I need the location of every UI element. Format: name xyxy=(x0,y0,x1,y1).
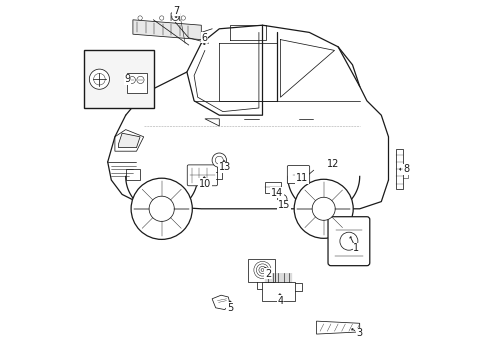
Text: 13: 13 xyxy=(218,162,230,172)
Text: 6: 6 xyxy=(202,33,207,43)
Circle shape xyxy=(277,194,286,204)
Text: 12: 12 xyxy=(326,159,338,169)
Text: 14: 14 xyxy=(270,188,283,198)
Polygon shape xyxy=(125,169,140,180)
Circle shape xyxy=(128,76,135,84)
Text: 4: 4 xyxy=(277,296,283,306)
FancyBboxPatch shape xyxy=(327,217,369,266)
Text: 8: 8 xyxy=(403,164,409,174)
Circle shape xyxy=(171,13,179,21)
Circle shape xyxy=(89,69,109,89)
Bar xyxy=(265,182,281,193)
Text: 7: 7 xyxy=(173,6,179,16)
Polygon shape xyxy=(316,321,359,334)
Text: 5: 5 xyxy=(226,303,233,313)
Circle shape xyxy=(138,16,142,20)
Text: 3: 3 xyxy=(356,328,362,338)
Bar xyxy=(247,259,275,282)
Circle shape xyxy=(149,196,174,221)
Text: 10: 10 xyxy=(198,179,211,189)
Circle shape xyxy=(339,232,357,250)
Circle shape xyxy=(94,73,105,85)
Circle shape xyxy=(131,178,192,239)
FancyBboxPatch shape xyxy=(187,165,217,186)
Circle shape xyxy=(294,179,352,238)
Polygon shape xyxy=(115,130,143,151)
Circle shape xyxy=(212,153,226,167)
Polygon shape xyxy=(204,119,219,126)
Circle shape xyxy=(137,76,144,84)
Polygon shape xyxy=(133,20,201,40)
Text: 11: 11 xyxy=(295,173,307,183)
Bar xyxy=(127,73,147,93)
Text: 15: 15 xyxy=(277,200,290,210)
Bar xyxy=(129,73,142,90)
Circle shape xyxy=(159,16,163,20)
Circle shape xyxy=(181,16,185,20)
Bar xyxy=(84,50,154,108)
Bar xyxy=(262,282,294,301)
Polygon shape xyxy=(396,149,402,189)
Circle shape xyxy=(215,156,223,164)
Circle shape xyxy=(311,197,335,220)
Text: 1: 1 xyxy=(352,243,358,253)
FancyBboxPatch shape xyxy=(287,166,309,184)
Text: 9: 9 xyxy=(124,74,130,84)
Polygon shape xyxy=(212,295,230,310)
Polygon shape xyxy=(118,133,140,148)
Text: 2: 2 xyxy=(264,269,270,279)
